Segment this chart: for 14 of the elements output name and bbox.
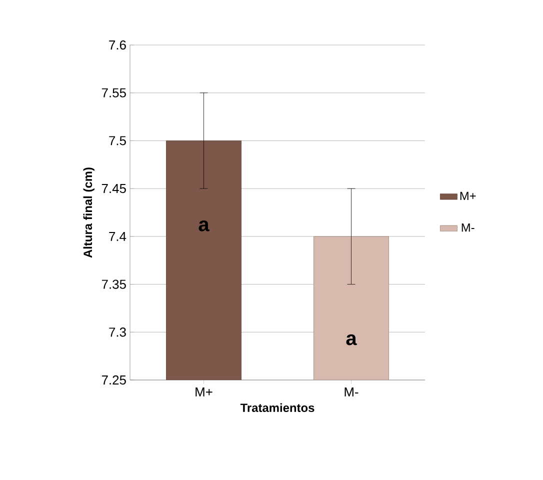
x-axis-title: Tratamientos [240, 403, 314, 412]
legend-label: M- [462, 223, 474, 232]
annotation: a [198, 220, 210, 232]
y-tick-label: 7.55 [102, 88, 126, 98]
annotation: a [346, 334, 357, 346]
y-axis-title: Altura final (cm) [83, 168, 94, 258]
y-tick-label: 7.3 [109, 328, 126, 337]
y-tick-label: 7.25 [102, 375, 126, 385]
y-tick-label: 7.6 [109, 40, 126, 50]
legend-label: M+ [460, 192, 476, 200]
y-tick-label: 7.45 [102, 184, 126, 194]
y-tick-label: 7.35 [102, 280, 126, 289]
y-tick-label: 7.5 [109, 136, 126, 146]
y-tick-label: 7.4 [109, 232, 126, 241]
